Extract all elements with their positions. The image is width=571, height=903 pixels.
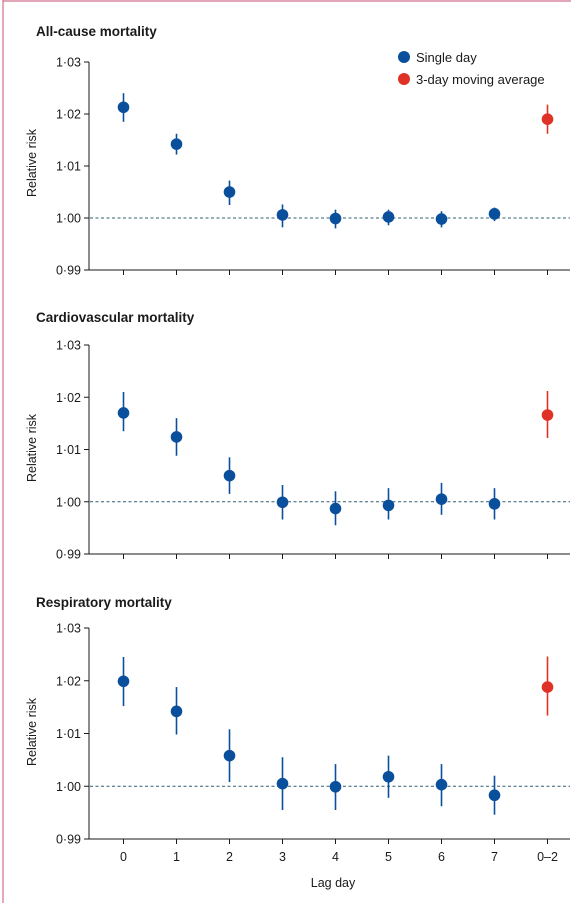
data-point-single-day [117,407,130,419]
legend-label-single-day: Single day [416,50,477,65]
data-point-single-day [170,138,183,150]
y-tick-label: 1·02 [56,391,81,405]
x-tick-label: 2 [226,850,233,864]
data-marks [117,93,554,229]
data-point-single-day [276,209,289,221]
data-point-single-day [435,213,448,225]
panel-title: Respiratory mortality [36,595,172,610]
y-tick-label: 1·02 [56,108,81,122]
data-point-single-day [382,499,395,512]
y-tick-label: 1·01 [56,160,81,174]
data-point-single-day [488,208,501,220]
data-point-single-day [117,101,130,114]
x-tick-label: 0–2 [537,850,558,864]
data-point-moving-average [541,681,554,693]
x-ticks [123,270,548,275]
data-point-single-day [488,789,501,802]
y-axis-label: Relative risk [25,128,39,197]
panel-respiratory: Respiratory mortality Relative risk 0·99… [25,595,570,890]
x-ticks: 0 1 2 3 4 5 6 7 0–2 [120,839,558,864]
data-point-single-day [117,675,130,688]
data-point-single-day [435,493,448,505]
y-tick-label: 1·03 [56,622,81,636]
legend-marker-moving-average [398,73,410,85]
panel-title: Cardiovascular mortality [36,310,195,325]
data-marks [117,656,554,815]
y-tick-label: 0·99 [56,548,81,562]
panel-cardiovascular: Cardiovascular mortality Relative risk 0… [25,310,570,562]
x-tick-label: 4 [332,850,339,864]
x-tick-label: 5 [385,850,392,864]
y-tick-label: 0·99 [56,264,81,278]
y-ticks: 0·99 1·00 1·01 1·02 1·03 [56,56,89,278]
data-point-single-day [382,211,395,223]
data-point-single-day [223,749,236,762]
legend-marker-single-day [398,51,410,63]
x-tick-label: 1 [173,850,180,864]
data-point-single-day [329,502,342,515]
data-point-single-day [435,778,448,791]
x-ticks [123,554,548,559]
y-tick-label: 0·99 [56,833,81,847]
y-tick-label: 1·00 [56,212,81,226]
y-tick-label: 1·03 [56,56,81,70]
data-point-moving-average [541,113,554,125]
data-point-moving-average [541,409,554,421]
data-marks [117,390,554,526]
y-axis-label: Relative risk [25,697,39,766]
data-point-single-day [170,431,183,443]
x-axis-label: Lag day [311,876,356,890]
y-tick-label: 1·00 [56,495,81,509]
y-tick-label: 1·00 [56,780,81,794]
legend: Single day 3-day moving average [398,50,545,87]
y-ticks: 0·99 1·00 1·01 1·02 1·03 [56,339,89,562]
panel-title: All-cause mortality [36,24,157,39]
y-tick-label: 1·01 [56,727,81,741]
data-point-single-day [276,777,289,790]
y-tick-label: 1·03 [56,339,81,353]
data-point-single-day [170,705,183,718]
data-point-single-day [382,770,395,783]
panel-all-cause: All-cause mortality Relative risk 0·99 1·… [25,24,570,278]
data-point-single-day [488,498,501,510]
x-tick-label: 3 [279,850,286,864]
y-axis-label: Relative risk [25,413,39,482]
x-tick-label: 7 [491,850,498,864]
data-point-single-day [223,469,236,482]
y-tick-label: 1·02 [56,674,81,688]
data-point-single-day [276,496,289,509]
data-point-single-day [329,780,342,793]
data-point-single-day [329,212,342,225]
data-point-single-day [223,186,236,198]
y-tick-label: 1·01 [56,443,81,457]
x-tick-label: 6 [438,850,445,864]
legend-label-moving-average: 3-day moving average [416,72,545,87]
x-tick-label: 0 [120,850,127,864]
y-ticks: 0·99 1·00 1·01 1·02 1·03 [56,622,89,847]
